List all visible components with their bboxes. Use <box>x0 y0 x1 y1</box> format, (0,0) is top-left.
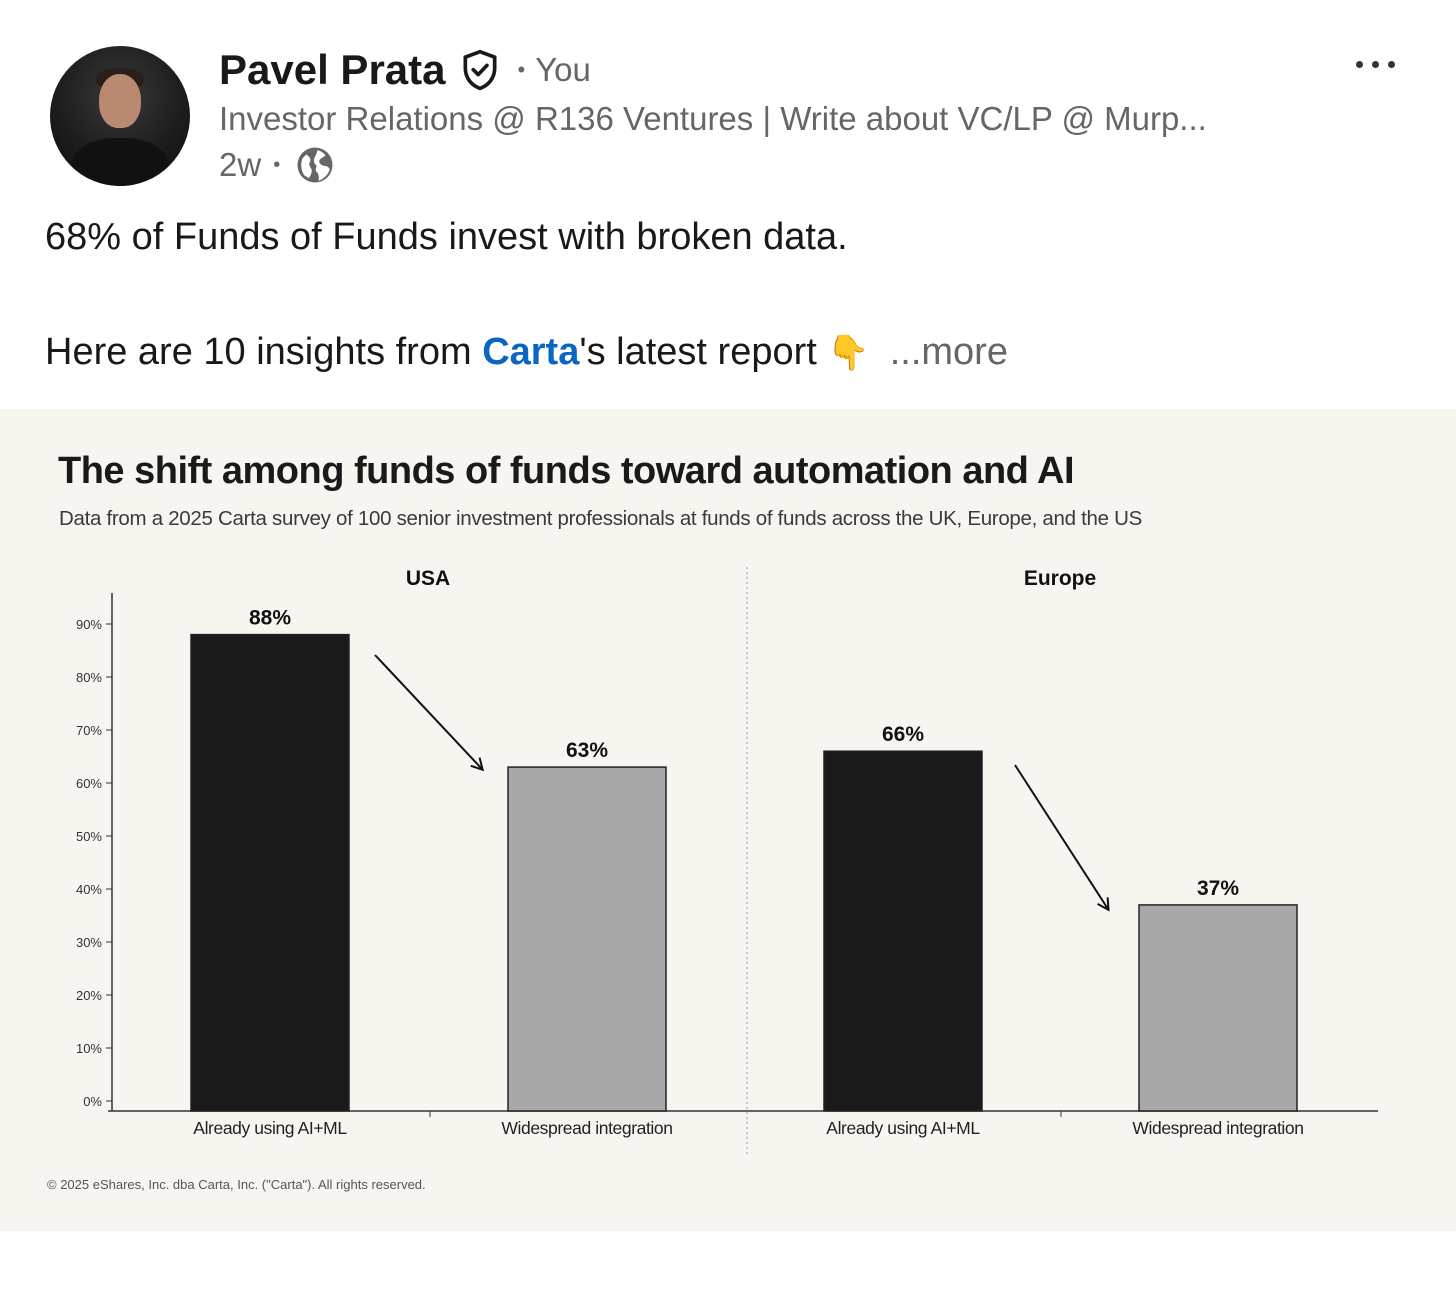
y-tick-label: 50% <box>76 829 102 844</box>
y-tick-label: 90% <box>76 617 102 632</box>
panel-title: Europe <box>1024 567 1096 590</box>
relation-label: You <box>535 51 591 88</box>
post-text-line-1: 68% of Funds of Funds invest with broken… <box>45 216 848 258</box>
verified-shield-icon <box>458 48 502 92</box>
more-options-icon <box>1356 60 1395 68</box>
bar-data-label: 63% <box>566 739 608 762</box>
avatar-shirt <box>72 138 168 186</box>
pointing-down-emoji: 👇 <box>827 334 870 372</box>
y-tick-label: 10% <box>76 1041 102 1056</box>
post-meta: 2w • <box>219 145 336 185</box>
bar <box>190 633 350 1112</box>
post-text-part: 's latest report <box>579 331 817 373</box>
author-name[interactable]: Pavel Prata <box>219 46 446 93</box>
more-options-button[interactable] <box>1356 48 1412 80</box>
globe-icon <box>294 144 336 186</box>
y-tick-label: 70% <box>76 723 102 738</box>
see-more-button[interactable]: ...more <box>889 331 1008 373</box>
mention-link[interactable]: Carta <box>482 331 580 373</box>
bar <box>507 766 667 1112</box>
avatar[interactable] <box>50 46 190 186</box>
avatar-face <box>99 74 141 128</box>
y-tick-label: 40% <box>76 882 102 897</box>
author-name-row: Pavel Prata • You <box>219 44 591 96</box>
decline-arrow <box>374 654 482 769</box>
bar-data-label: 66% <box>882 723 924 746</box>
bar <box>1138 904 1298 1112</box>
y-tick-label: 30% <box>76 935 102 950</box>
bar-chart: 0% 10% 20% 30% 40% 50% 60% 70% 80% 90% USA 88% Alrea… <box>76 567 1378 1154</box>
y-tick-label: 0% <box>83 1094 102 1109</box>
post-text-part: Here are 10 insights from <box>45 331 483 373</box>
separator-dot: • <box>273 153 281 176</box>
separator-dot: • <box>517 57 526 82</box>
decline-arrow <box>1014 764 1108 909</box>
bar-data-label: 37% <box>1197 877 1239 900</box>
post-text-line-2: Here are 10 insights from Carta's latest… <box>45 331 1008 374</box>
chart-subtitle: Data from a 2025 Carta survey of 100 sen… <box>59 507 1142 530</box>
bar-data-label: 88% <box>249 607 291 630</box>
post-header: Pavel Prata • You Investor Relations @ R… <box>0 0 1456 200</box>
copyright-notice: © 2025 eShares, Inc. dba Carta, Inc. ("C… <box>47 1177 426 1192</box>
y-tick-label: 80% <box>76 670 102 685</box>
y-tick-label: 20% <box>76 988 102 1003</box>
post-time[interactable]: 2w <box>219 146 262 183</box>
x-category-label: Widespread integration <box>1132 1118 1303 1138</box>
author-headline[interactable]: Investor Relations @ R136 Ventures | Wri… <box>219 100 1207 137</box>
y-tick-label: 60% <box>76 776 102 791</box>
x-category-label: Already using AI+ML <box>826 1118 980 1138</box>
panel-title: USA <box>406 567 450 590</box>
bar <box>823 750 983 1112</box>
x-category-label: Widespread integration <box>501 1118 672 1138</box>
chart-title: The shift among funds of funds toward au… <box>58 450 1075 492</box>
x-category-label: Already using AI+ML <box>193 1118 347 1138</box>
